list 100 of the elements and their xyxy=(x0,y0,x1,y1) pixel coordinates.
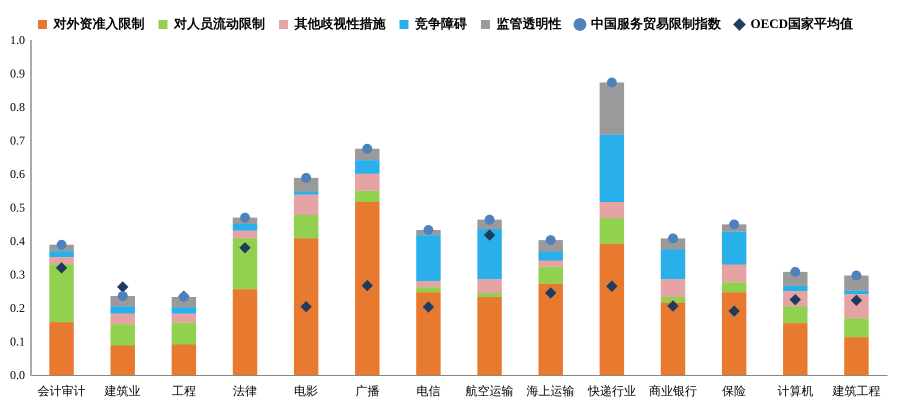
bar xyxy=(538,284,563,376)
y-tick-label: 1.0 xyxy=(10,33,25,48)
point xyxy=(117,281,128,292)
point xyxy=(850,294,862,306)
bar xyxy=(172,307,196,314)
bar xyxy=(783,286,808,292)
bar xyxy=(600,202,624,218)
x-tick-label: 电影 xyxy=(294,384,318,398)
y-tick-label: 0.0 xyxy=(10,368,25,382)
bar xyxy=(172,314,196,323)
bar xyxy=(355,174,380,191)
bar xyxy=(600,244,624,376)
point xyxy=(56,262,68,274)
bar xyxy=(538,251,563,260)
y-tick-label: 0.7 xyxy=(10,134,25,148)
y-tick-label: 0.3 xyxy=(10,267,25,282)
bar xyxy=(110,306,135,314)
point xyxy=(668,300,678,312)
bar xyxy=(600,82,624,135)
bar xyxy=(783,306,808,324)
legend-label: 监管透明性 xyxy=(496,16,562,31)
bar xyxy=(294,214,318,238)
point xyxy=(301,172,312,183)
bar xyxy=(49,264,74,322)
bar xyxy=(294,192,318,195)
bar xyxy=(355,190,380,202)
bar xyxy=(232,289,258,376)
point xyxy=(484,214,495,225)
x-tick-label: 商业银行 xyxy=(649,384,697,398)
y-tick-label: 0.2 xyxy=(10,300,25,315)
bar xyxy=(660,279,686,297)
x-tick-label: 会计审计 xyxy=(38,384,86,398)
bar xyxy=(172,344,196,376)
point xyxy=(362,280,373,292)
bar xyxy=(477,279,502,293)
x-tick-label: 海上运输 xyxy=(526,384,575,398)
bar xyxy=(110,345,135,376)
bar xyxy=(110,324,135,346)
point xyxy=(422,302,434,313)
bar xyxy=(49,322,74,376)
point xyxy=(729,219,740,230)
bar xyxy=(477,229,502,280)
legend-label: 中国服务贸易限制指数 xyxy=(590,16,722,31)
bar xyxy=(416,281,441,288)
bar xyxy=(232,224,258,231)
point xyxy=(240,242,250,254)
point xyxy=(728,306,740,317)
y-tick-label: 0.9 xyxy=(10,66,25,81)
point xyxy=(606,280,618,292)
legend-label: 对外资准入限制 xyxy=(52,16,144,31)
y-tick-label: 0.8 xyxy=(10,100,25,114)
bar xyxy=(477,292,502,297)
point xyxy=(423,225,434,236)
bar xyxy=(477,296,502,376)
bar xyxy=(844,290,869,294)
point xyxy=(118,290,128,301)
point xyxy=(300,301,312,312)
bar xyxy=(294,194,318,215)
bar xyxy=(600,134,624,202)
bar xyxy=(722,232,746,265)
bar xyxy=(722,292,746,376)
bar xyxy=(416,287,441,292)
legend-label: 竞争障碍 xyxy=(414,16,467,31)
point xyxy=(668,233,678,244)
x-tick-label: 广播 xyxy=(355,384,380,398)
bar xyxy=(416,235,441,282)
bar xyxy=(844,318,869,338)
legend-label: 其他歧视性措施 xyxy=(293,16,386,31)
bar xyxy=(660,296,686,303)
x-tick-label: 航空运输 xyxy=(466,384,514,398)
point xyxy=(545,287,556,298)
bar xyxy=(660,249,686,280)
point xyxy=(790,266,800,277)
bar xyxy=(722,264,746,282)
point xyxy=(56,240,67,250)
bar xyxy=(538,266,563,284)
bar xyxy=(49,251,74,258)
bar xyxy=(538,260,563,267)
bar xyxy=(294,238,318,376)
point xyxy=(546,235,556,246)
x-tick-label: 工程 xyxy=(172,384,196,398)
bar xyxy=(232,230,258,238)
bar xyxy=(660,302,686,376)
point xyxy=(851,270,862,281)
y-tick-label: 0.4 xyxy=(10,234,25,248)
bar xyxy=(844,337,869,376)
x-tick-label: 建筑业 xyxy=(104,384,141,398)
x-tick-label: 法律 xyxy=(233,384,257,398)
point xyxy=(240,212,250,223)
point xyxy=(484,230,496,241)
bar xyxy=(783,323,808,376)
x-tick-label: 保险 xyxy=(722,384,746,398)
bar xyxy=(172,322,196,344)
bar xyxy=(600,218,624,244)
bar xyxy=(49,257,74,264)
y-tick-label: 0.6 xyxy=(10,166,25,181)
x-tick-label: 建筑工程 xyxy=(831,384,880,398)
bar xyxy=(232,238,258,290)
y-tick-label: 0.5 xyxy=(10,200,25,214)
x-tick-label: 快递行业 xyxy=(586,384,636,398)
